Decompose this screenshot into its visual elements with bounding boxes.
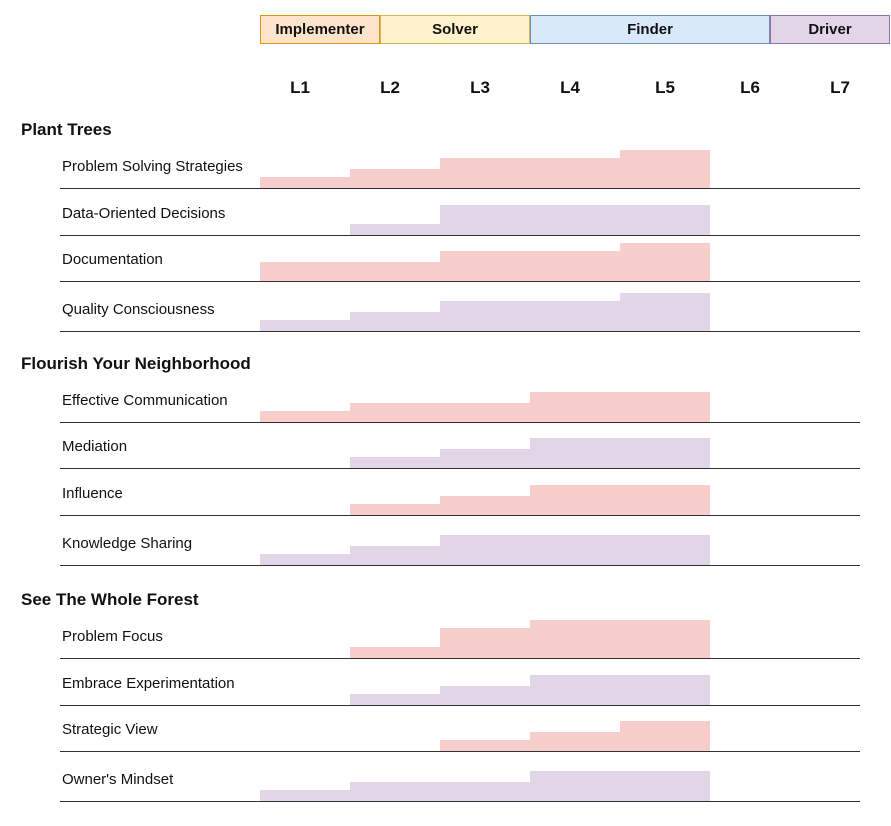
level-bar bbox=[530, 251, 620, 281]
level-bar bbox=[260, 262, 350, 281]
level-bar bbox=[440, 403, 530, 422]
row-label: Mediation bbox=[62, 438, 128, 455]
level-bar bbox=[350, 312, 440, 331]
level-bar bbox=[620, 485, 710, 515]
level-bar bbox=[350, 782, 440, 801]
level-bar bbox=[260, 320, 350, 331]
level-bar bbox=[350, 403, 440, 422]
level-bar bbox=[350, 694, 440, 705]
level-bar bbox=[530, 205, 620, 235]
level-bar bbox=[620, 205, 710, 235]
level-bar bbox=[440, 496, 530, 515]
level-l7: L7 bbox=[830, 78, 850, 97]
level-bar bbox=[620, 675, 710, 705]
level-l3: L3 bbox=[470, 78, 490, 97]
level-bar bbox=[620, 535, 710, 565]
level-bar bbox=[440, 782, 530, 801]
row-label: Problem Focus bbox=[62, 628, 163, 645]
level-bar bbox=[440, 158, 530, 188]
level-bar bbox=[620, 771, 710, 801]
level-bar bbox=[350, 504, 440, 515]
section-title: Flourish Your Neighborhood bbox=[21, 354, 251, 373]
level-bar bbox=[260, 554, 350, 565]
level-bar bbox=[440, 301, 530, 331]
level-bar bbox=[530, 620, 620, 658]
row-label: Documentation bbox=[62, 251, 163, 268]
band-implementer: Implementer bbox=[260, 15, 380, 44]
row-baseline bbox=[60, 281, 860, 282]
row-label: Data-Oriented Decisions bbox=[62, 205, 226, 222]
level-bar bbox=[350, 647, 440, 658]
level-bar bbox=[620, 620, 710, 658]
level-bar bbox=[530, 392, 620, 422]
level-bar bbox=[440, 449, 530, 468]
row-baseline bbox=[60, 188, 860, 189]
level-l5: L5 bbox=[655, 78, 675, 97]
row-baseline bbox=[60, 235, 860, 236]
level-bar bbox=[440, 628, 530, 658]
level-l4: L4 bbox=[560, 78, 580, 97]
level-bar bbox=[260, 177, 350, 188]
level-bar bbox=[350, 169, 440, 188]
level-bar bbox=[440, 205, 530, 235]
level-bar bbox=[440, 740, 530, 751]
row-baseline bbox=[60, 515, 860, 516]
level-bar bbox=[530, 675, 620, 705]
row-baseline bbox=[60, 565, 860, 566]
row-label: Knowledge Sharing bbox=[62, 535, 193, 552]
row-baseline bbox=[60, 422, 860, 423]
row-label: Embrace Experimentation bbox=[62, 675, 235, 692]
row-baseline bbox=[60, 331, 860, 332]
band-solver: Solver bbox=[380, 15, 530, 44]
level-bar bbox=[620, 243, 710, 281]
level-l6: L6 bbox=[740, 78, 760, 97]
level-bar bbox=[620, 293, 710, 331]
level-bar bbox=[440, 535, 530, 565]
level-bar bbox=[530, 158, 620, 188]
level-bar bbox=[620, 721, 710, 751]
level-bar bbox=[440, 251, 530, 281]
level-l2: L2 bbox=[380, 78, 400, 97]
level-bar bbox=[260, 411, 350, 422]
level-bar bbox=[620, 150, 710, 188]
level-bar bbox=[530, 771, 620, 801]
level-bar bbox=[530, 485, 620, 515]
level-bar bbox=[530, 438, 620, 468]
band-finder: Finder bbox=[530, 15, 770, 44]
row-baseline bbox=[60, 751, 860, 752]
level-bar bbox=[620, 392, 710, 422]
row-label: Strategic View bbox=[62, 721, 158, 738]
band-driver: Driver bbox=[770, 15, 890, 44]
section-title: See The Whole Forest bbox=[21, 590, 199, 609]
level-l1: L1 bbox=[290, 78, 310, 97]
level-bar bbox=[530, 301, 620, 331]
section-title: Plant Trees bbox=[21, 120, 112, 139]
row-label: Effective Communication bbox=[62, 392, 228, 409]
level-bar bbox=[350, 457, 440, 468]
row-label: Owner's Mindset bbox=[62, 771, 174, 788]
row-baseline bbox=[60, 705, 860, 706]
level-bar bbox=[350, 224, 440, 235]
level-bar bbox=[530, 535, 620, 565]
row-label: Influence bbox=[62, 485, 123, 502]
row-label: Quality Consciousness bbox=[62, 301, 215, 318]
level-bar bbox=[350, 546, 440, 565]
row-baseline bbox=[60, 801, 860, 802]
row-baseline bbox=[60, 468, 860, 469]
level-bar bbox=[530, 732, 620, 751]
level-bar bbox=[260, 790, 350, 801]
row-baseline bbox=[60, 658, 860, 659]
row-label: Problem Solving Strategies bbox=[62, 158, 243, 175]
level-bar bbox=[620, 438, 710, 468]
level-bar bbox=[350, 262, 440, 281]
level-bar bbox=[440, 686, 530, 705]
